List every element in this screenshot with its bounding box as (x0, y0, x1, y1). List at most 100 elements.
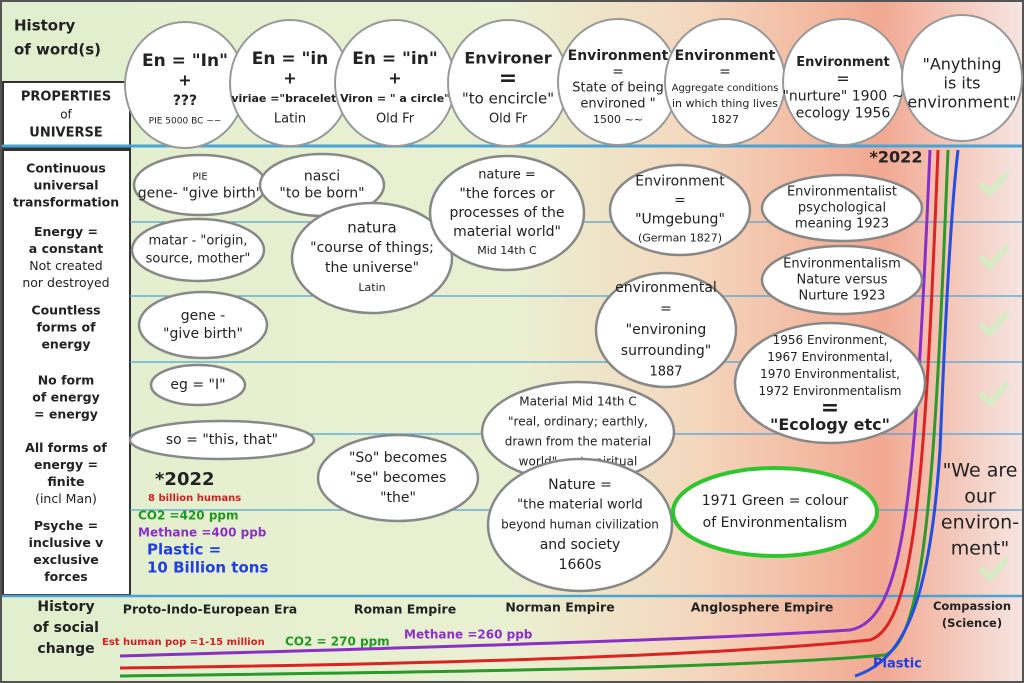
word-bubble-text: environment" (907, 93, 1016, 112)
word-bubble-text: Viron = " a circle" (340, 92, 450, 105)
word-bubble-text: Environment (675, 48, 776, 64)
word-bubble-text: viriae ="bracelets" (231, 92, 348, 105)
bubble-text: = (821, 396, 839, 421)
bubble-text: 1972 Environmentalism (759, 384, 902, 398)
properties-label: UNIVERSE (29, 126, 102, 141)
bubble (316, 433, 480, 523)
bubble-text: "the forces or (459, 186, 554, 202)
header-title: of word(s) (14, 41, 101, 59)
stat: CO2 =420 ppm (138, 509, 239, 523)
bubble-text: = (674, 193, 686, 209)
bubble-text: (German 1827) (638, 232, 722, 245)
bubble (733, 321, 927, 445)
year-label: *2022 (870, 148, 923, 167)
quote: ment" (951, 538, 1009, 560)
bubble-text: gene- "give birth" (138, 186, 262, 202)
bubble-text: and society (540, 537, 621, 553)
bubble-text: Environmentalist (787, 185, 897, 200)
bubble-text: 1971 Green = colour (702, 493, 849, 509)
bubble-text: Nurture 1923 (799, 289, 886, 304)
bubble-text: environmental (615, 280, 717, 296)
word-bubble-text: 1827 (711, 113, 739, 126)
word-bubble-text: State of being (572, 81, 664, 96)
bubble (130, 217, 266, 283)
row-label: = energy (34, 407, 98, 422)
era-label: Norman Empire (505, 600, 614, 615)
bubble-text: "give birth" (163, 326, 243, 342)
bubble (608, 163, 752, 257)
stat: Methane =400 ppb (138, 526, 267, 540)
era-label: Anglosphere Empire (691, 600, 834, 615)
row-label: Continuous (26, 161, 106, 176)
word-bubble-text: + (283, 69, 296, 88)
row-label: energy (41, 337, 90, 352)
bubble-text: matar - "origin, (148, 234, 247, 249)
bubble-text: "Ecology etc" (770, 415, 890, 434)
row-label: of energy (32, 390, 100, 405)
word-bubble-text: "Anything (922, 55, 1001, 74)
era-label: (Science) (942, 616, 1002, 630)
word-bubble-text: = (612, 64, 624, 80)
word-bubble-text: En = "in (252, 49, 329, 69)
bubble-text: processes of the (449, 205, 564, 221)
row-label: History (37, 599, 94, 615)
bubble-text: nasci (304, 169, 340, 185)
bubble-text: nature = (478, 168, 536, 183)
word-bubble-text: Environment (568, 48, 669, 64)
bubble (486, 457, 674, 593)
bubble-text: "the" (380, 490, 416, 506)
bubble-text: surrounding" (621, 343, 711, 359)
bubble-text: 1956 Environment, (773, 333, 888, 347)
stat: 8 billion humans (148, 493, 241, 504)
bubble-text: 1887 (649, 365, 682, 380)
bubble-text: drawn from the material (505, 435, 651, 449)
word-bubble-text: ??? (173, 93, 197, 109)
word-bubble-text: = (719, 64, 731, 80)
row-label: Energy = (34, 224, 98, 239)
bubble-text: "real, ordinary; earthly, (508, 415, 648, 429)
bubble-text: 1660s (559, 557, 602, 573)
year-label: *2022 (155, 469, 215, 490)
bubble-text: Nature versus (796, 273, 887, 288)
bubble-text: "course of things; (310, 240, 434, 256)
word-bubble-text: En = "In" (142, 51, 228, 71)
word-bubble-text: + (388, 69, 401, 88)
bubble-text: natura (347, 219, 396, 237)
checkmarks (979, 172, 1009, 583)
word-bubble-text: 1500 ~~ (593, 113, 643, 126)
word-bubble-text: En = "in" (352, 49, 437, 69)
bubble-text: Nature = (548, 477, 612, 493)
properties-label: PROPERTIES (21, 90, 111, 105)
row-label: forms of (36, 320, 96, 335)
word-bubble-text: is its (944, 74, 981, 93)
word-bubble-text: "to encircle" (462, 90, 554, 108)
row-label: inclusive v (29, 535, 104, 550)
bubble (149, 363, 247, 407)
quote: environ- (941, 512, 1019, 534)
word-bubble-text: = (836, 69, 849, 88)
row-box (2, 149, 131, 596)
bubble (137, 290, 269, 360)
bubble-text: PIE (192, 172, 207, 183)
bubble-text: eg = "I" (170, 377, 225, 393)
bubble-text: Environmentalism (783, 257, 901, 272)
bubble-text: "to be born" (279, 186, 364, 202)
bubble-text: 1970 Environmentalist, (760, 367, 900, 381)
row-label: forces (44, 569, 88, 584)
bubble-text: "se" becomes (350, 470, 447, 486)
word-bubble-text: Latin (274, 112, 306, 127)
bubble-text: beyond human civilization (501, 518, 659, 532)
bubble-text: of Environmentalism (703, 515, 848, 531)
row-label: Psyche = (34, 518, 98, 533)
word-bubble-text: ecology 1956 (796, 106, 891, 122)
header-title: History (14, 17, 75, 35)
word-bubble-text: "nurture" 1900 ~ (782, 89, 903, 105)
properties-label: of (60, 108, 72, 122)
word-bubble-text: Aggregate conditions (672, 83, 779, 94)
word-bubble-text: Old Fr (376, 112, 415, 127)
word-bubble (901, 14, 1023, 142)
row-label: exclusive (33, 552, 99, 567)
bubble-text: source, mother" (146, 252, 251, 267)
